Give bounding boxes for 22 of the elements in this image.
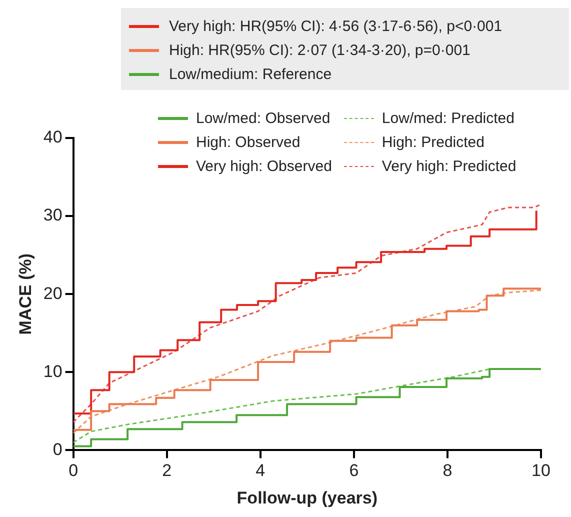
y-axis-title: MACE (%) [16,253,35,335]
y-tick-label: 20 [43,284,62,303]
x-tick-label: 0 [68,461,78,480]
legend-label: Low/med: Observed [196,110,330,126]
x-tick-label: 2 [162,461,172,480]
x-tick-label: 6 [349,461,359,480]
x-tick-label: 10 [532,461,550,480]
legend-label: Low/med: Predicted [382,110,514,126]
legend-label: Very high: Predicted [382,158,516,174]
text: High: HR(95% CI): 2·07 (1·34-3·20), p=0·001 [169,42,470,58]
text: Very high: HR(95% CI): 4·56 (3·17-6·56), p<0·001 [169,18,502,34]
y-tick-label: 30 [43,206,62,225]
y-tick-label: 40 [43,128,62,147]
legend-label: High: Predicted [382,134,484,150]
x-axis-title: Follow-up (years) [236,488,378,508]
y-tick-label: 10 [43,362,62,381]
text: Low/medium: Reference [169,66,332,82]
x-tick-label: 4 [256,461,266,480]
legend-label: Very high: Observed [196,158,332,174]
y-tick-label: 0 [52,440,62,459]
x-tick-label: 8 [442,461,452,480]
legend-label: High: Observed [196,134,300,150]
